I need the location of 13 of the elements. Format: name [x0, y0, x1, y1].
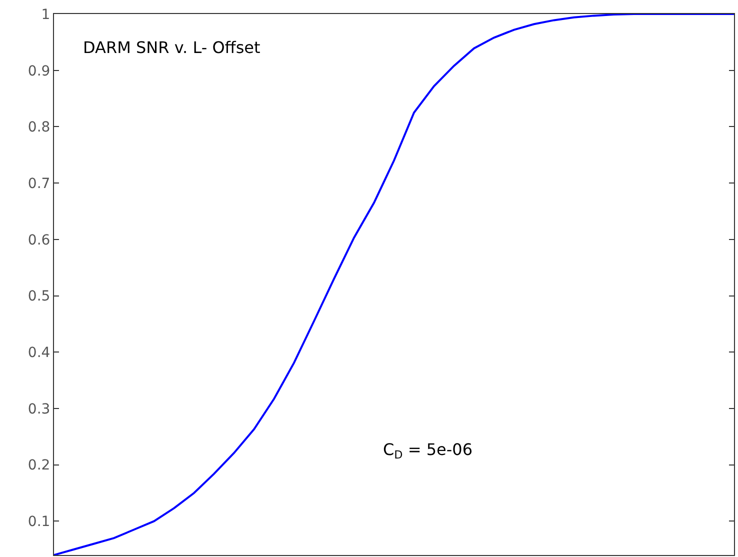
line-series: [54, 14, 734, 555]
y-tick-label: 0.3: [28, 401, 50, 418]
y-tick-label: 0.7: [28, 176, 50, 192]
y-tick-label: 1: [41, 6, 50, 23]
y-tick-label: 0.6: [28, 232, 50, 248]
y-tick-label: 0.4: [28, 345, 50, 362]
y-tick-label: 0.8: [28, 120, 50, 136]
y-tick-label: 0.2: [28, 458, 50, 474]
y-tick-label: 0.1: [28, 514, 50, 530]
y-tick-label: 0.5: [28, 288, 50, 305]
y-tick-label: 0.9: [28, 63, 50, 80]
annotation: C$_{D}$ = 5e-06: [383, 440, 473, 462]
annotation: DARM SNR v. L- Offset: [83, 38, 260, 57]
